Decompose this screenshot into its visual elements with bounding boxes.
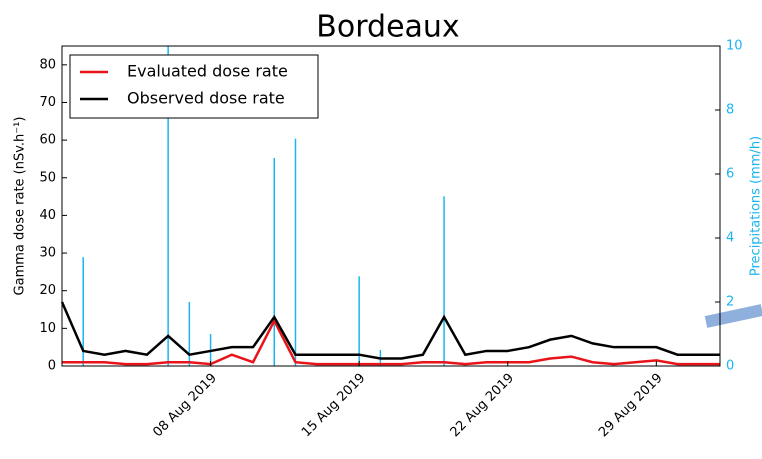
legend-frame: [69, 54, 319, 119]
y2-tick-label: 10: [726, 39, 743, 54]
series-line: [62, 318, 720, 366]
x-tick-label: 29 Aug 2019: [596, 371, 665, 440]
y-tick-label: 40: [39, 208, 56, 223]
y-axis-label: Gamma dose rate (nSv.h⁻¹): [13, 117, 28, 296]
y-tick-label: 50: [39, 170, 56, 185]
y-tick-label: 80: [39, 57, 56, 72]
y-tick-label: 10: [39, 321, 56, 336]
y-tick-label: 60: [39, 133, 56, 148]
x-tick-label: 15 Aug 2019: [299, 371, 368, 440]
y2-tick-label: 6: [726, 167, 734, 182]
y2-tick-label: 8: [726, 103, 734, 118]
overlay-stroke: [704, 304, 762, 328]
x-tick-label: 08 Aug 2019: [150, 371, 219, 440]
legend-label: Evaluated dose rate: [127, 62, 288, 81]
plot-frame: [61, 45, 721, 367]
y2-axis-label: Precipitations (mm/h): [749, 136, 762, 276]
series-line: [60, 301, 720, 360]
y2-tick-label: 2: [726, 295, 734, 310]
x-tick-label: 22 Aug 2019: [448, 371, 517, 440]
legend: Evaluated dose rate Observed dose rate: [69, 54, 319, 119]
y-tick-label: 70: [39, 95, 56, 110]
y-tick-label: 0: [48, 359, 56, 374]
y2-tick-label: 0: [726, 359, 734, 374]
y2-tick-label: 4: [726, 231, 734, 246]
y-tick-label: 30: [39, 246, 56, 261]
legend-label: Observed dose rate: [127, 89, 285, 108]
chart-title: Bordeaux: [316, 10, 459, 45]
y-tick-label: 20: [39, 283, 56, 298]
